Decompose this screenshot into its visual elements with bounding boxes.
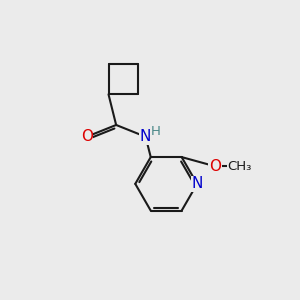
Text: N: N <box>191 176 203 191</box>
Text: O: O <box>81 129 93 144</box>
Text: N: N <box>140 129 151 144</box>
Text: H: H <box>151 125 161 138</box>
Text: O: O <box>209 159 221 174</box>
Text: CH₃: CH₃ <box>228 160 252 173</box>
